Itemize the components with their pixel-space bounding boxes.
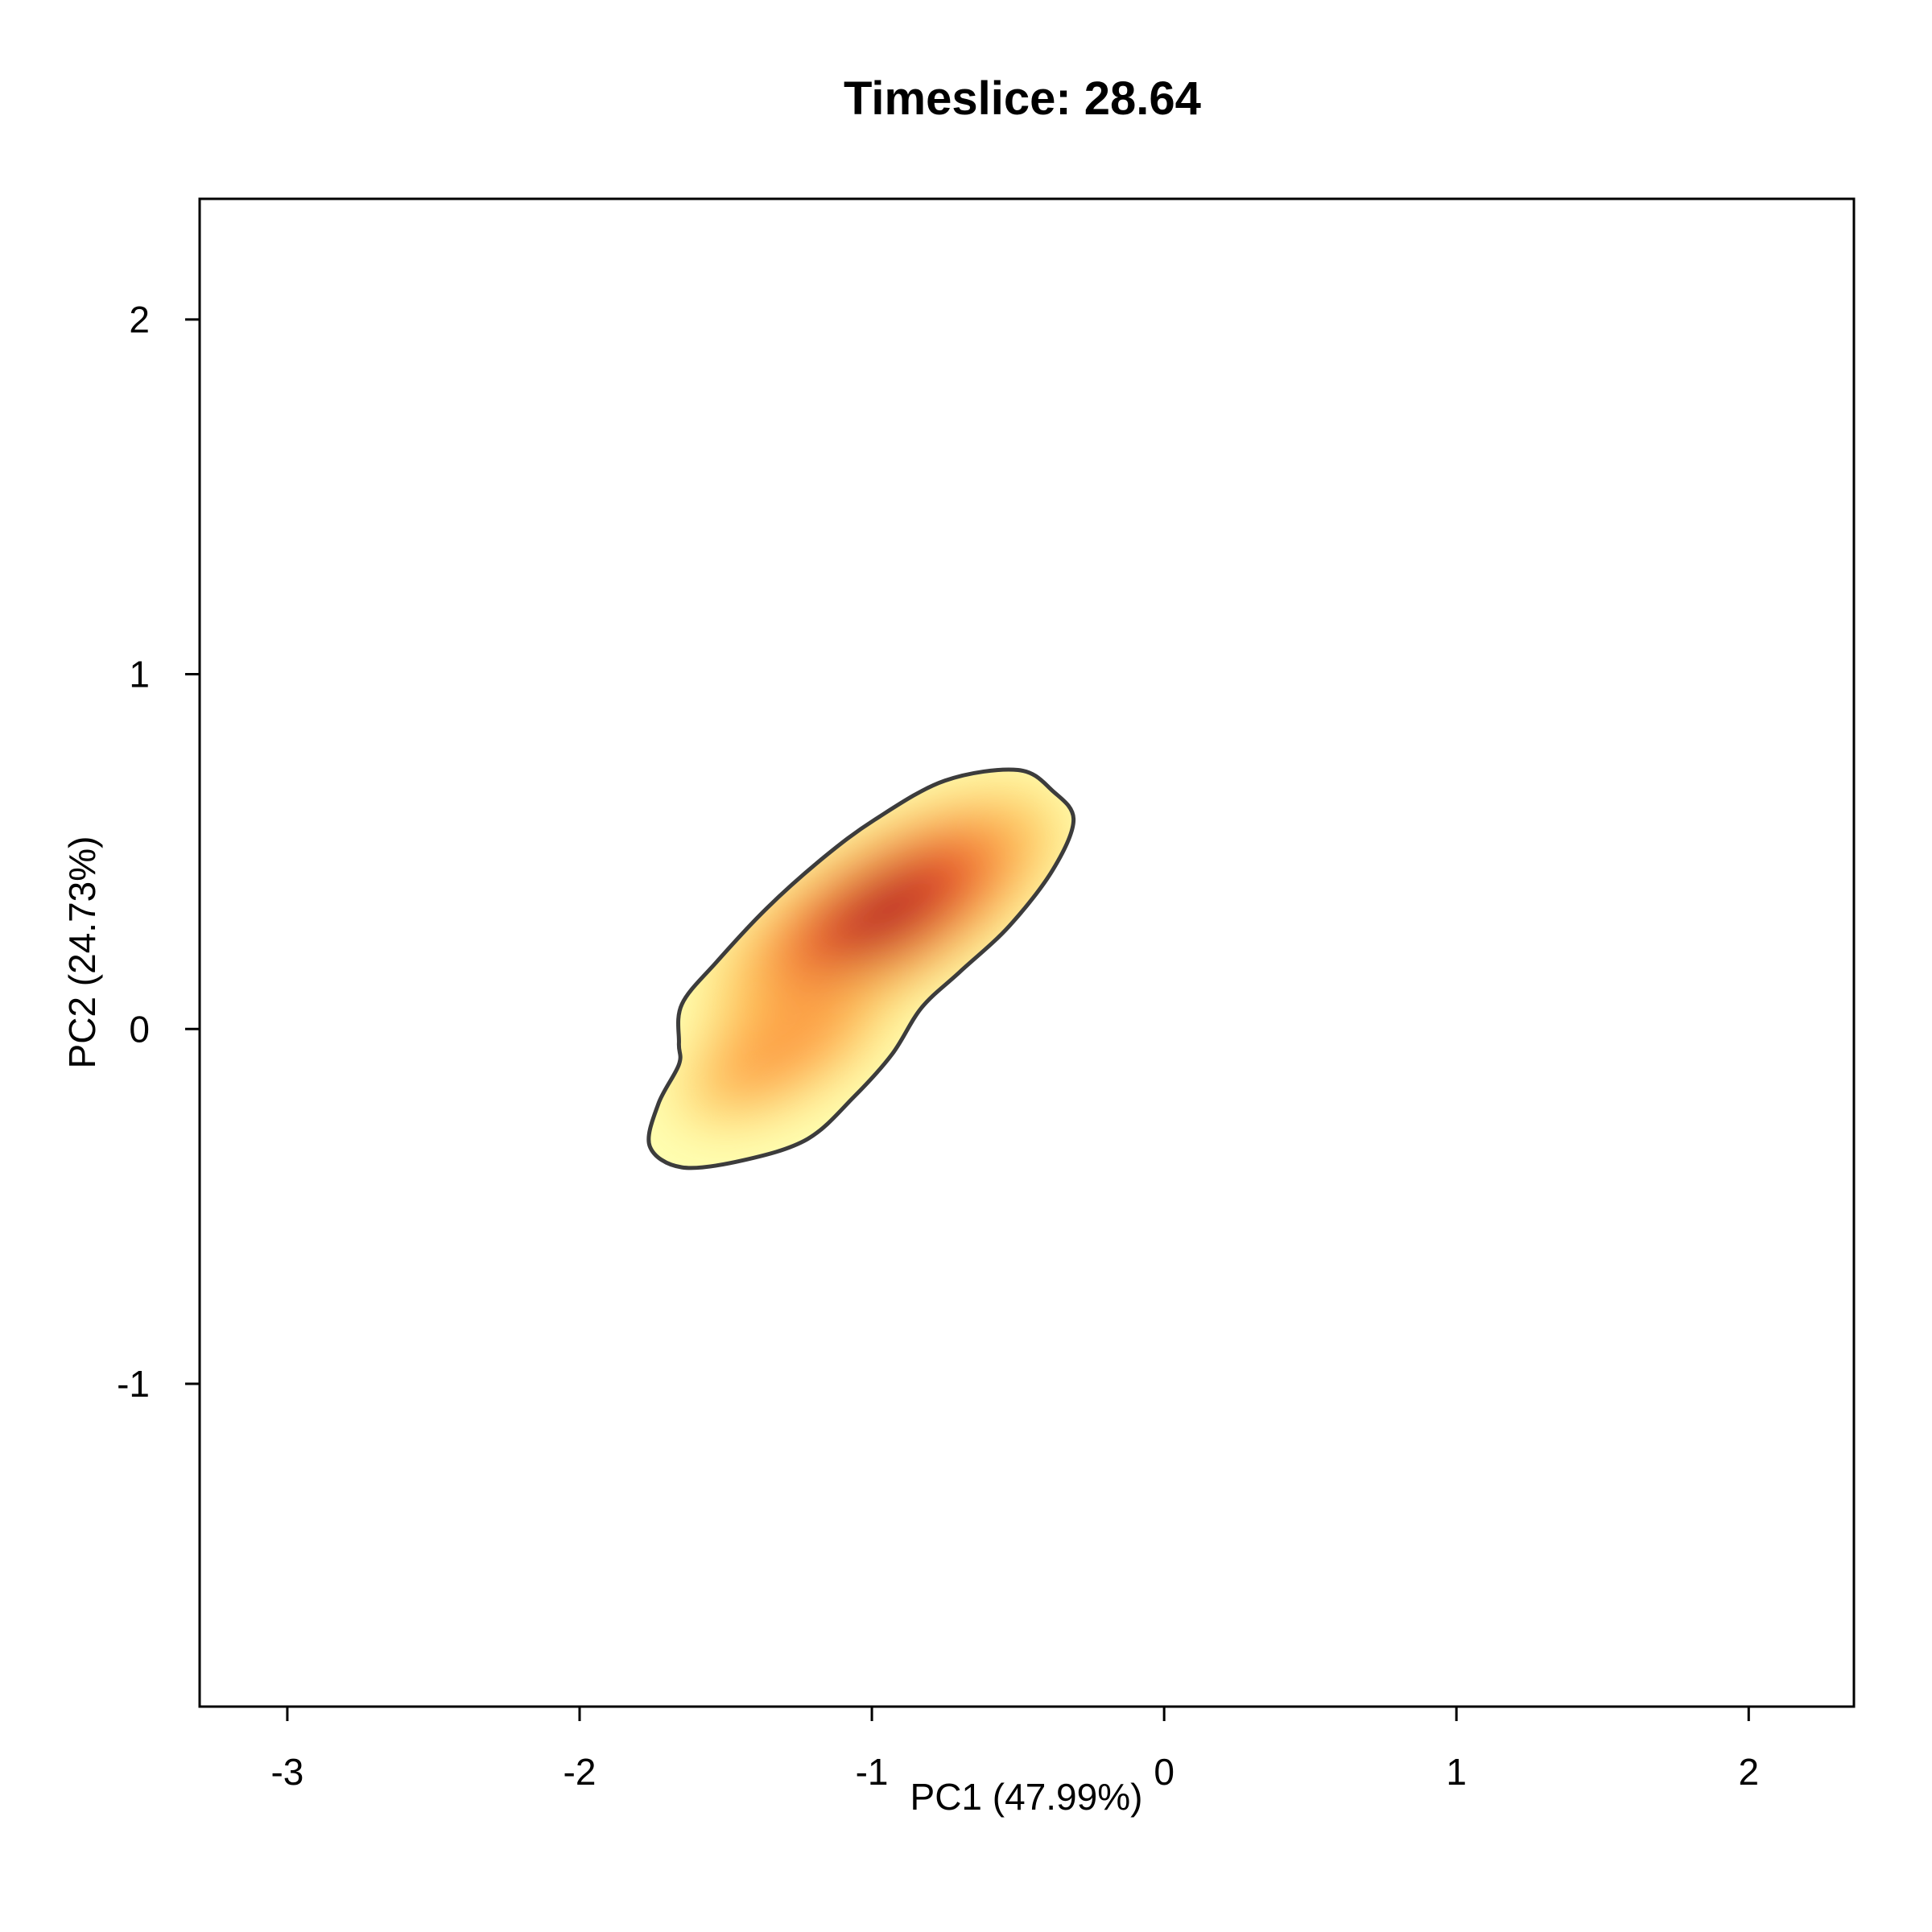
x-tick-label: -3: [270, 1751, 303, 1793]
x-tick-label: 2: [1738, 1751, 1759, 1793]
x-tick-label: 0: [1154, 1751, 1174, 1793]
y-tick-label: -1: [117, 1363, 150, 1405]
density-peak-layer: [709, 995, 859, 1099]
x-tick-label: -2: [564, 1751, 597, 1793]
density-hotspots: [677, 789, 1064, 1123]
density-layer: [646, 767, 1076, 1170]
x-tick-label: -1: [856, 1751, 889, 1793]
plot-frame: [198, 197, 1856, 1708]
y-tick-label: 1: [129, 654, 150, 696]
y-axis: -1 0 1 2: [117, 299, 200, 1405]
density-peak-layer: [829, 872, 943, 952]
x-tick-label: 1: [1446, 1751, 1467, 1793]
x-axis-label: PC1 (47.99%): [910, 1776, 1143, 1818]
chart-title: Timeslice: 28.64: [844, 72, 1201, 125]
y-tick-label: 2: [129, 299, 150, 341]
y-tick-label: 0: [129, 1008, 150, 1050]
y-axis-label: PC2 (24.73%): [61, 836, 103, 1069]
x-axis: -3 -2 -1 0 1 2: [270, 1707, 1759, 1793]
density-contour-outline: [646, 767, 1076, 1170]
